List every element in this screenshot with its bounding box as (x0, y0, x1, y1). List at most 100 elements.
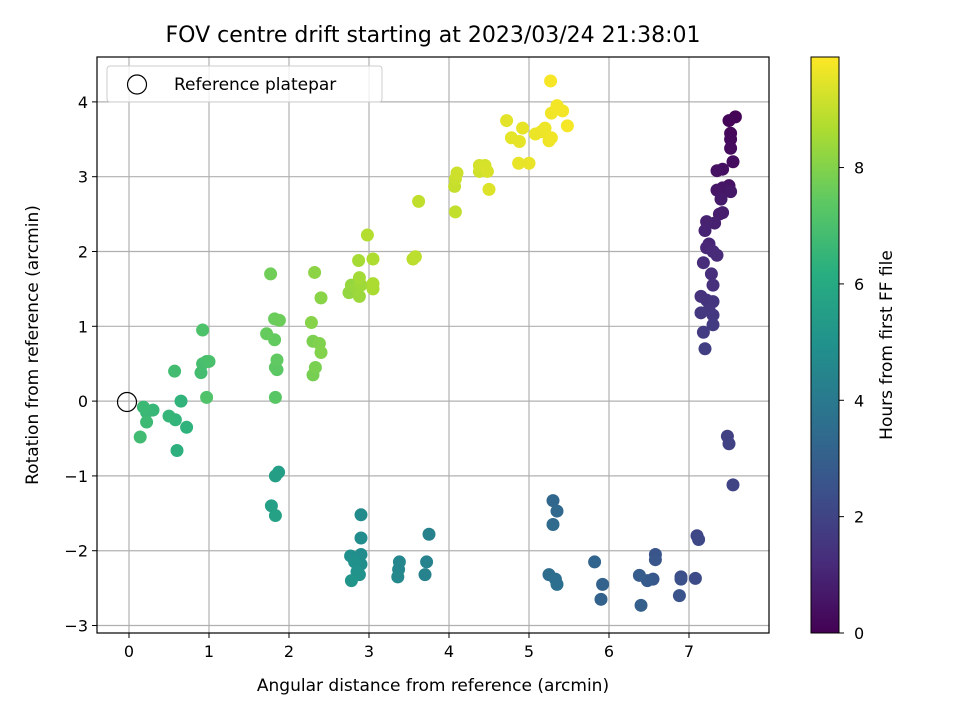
data-point (648, 553, 662, 567)
data-point (722, 437, 736, 451)
data-point (710, 164, 724, 178)
data-point (546, 518, 560, 532)
data-point (412, 194, 426, 208)
colorbar: 0 2 4 6 8 Hours from first FF file (810, 56, 897, 643)
data-point (314, 291, 328, 305)
data-points (133, 74, 742, 612)
colorbar-tick-label: 4 (854, 391, 864, 410)
data-point (196, 323, 210, 337)
data-point (391, 570, 405, 584)
legend: Reference platepar (106, 65, 383, 103)
data-point (352, 289, 366, 303)
data-point (674, 572, 688, 586)
data-point (136, 400, 150, 414)
data-point (722, 114, 736, 128)
data-point (308, 360, 322, 374)
plot-frame (96, 56, 770, 634)
data-point (544, 131, 558, 145)
y-tick-label: 4 (78, 93, 88, 112)
data-point (348, 555, 362, 569)
data-point (724, 132, 738, 146)
x-tick-label: 3 (364, 642, 374, 661)
data-point (418, 568, 432, 582)
data-point (596, 577, 610, 591)
data-point (706, 278, 720, 292)
y-tick-label: −3 (64, 617, 88, 636)
data-point (724, 185, 738, 199)
data-point (544, 74, 558, 88)
legend-marker-icon (126, 74, 148, 95)
y-axis-label: Rotation from reference (arcmin) (23, 205, 43, 485)
data-point (264, 267, 278, 281)
data-point (268, 390, 282, 404)
data-point (560, 119, 574, 133)
data-point (448, 205, 462, 219)
x-axis-label: Angular distance from reference (arcmin) (257, 676, 609, 696)
data-point (714, 192, 728, 206)
data-point (344, 574, 358, 588)
data-point (422, 527, 436, 541)
data-point (546, 494, 560, 508)
data-point (512, 156, 526, 170)
data-point (692, 532, 706, 546)
legend-box (106, 65, 383, 103)
data-point (140, 415, 154, 429)
data-point (260, 327, 274, 341)
data-point (264, 499, 278, 513)
colorbar-label: Hours from first FF file (877, 250, 897, 440)
data-point (588, 555, 602, 569)
data-point (366, 252, 380, 266)
data-point (522, 156, 536, 170)
colorbar-ticks: 0 2 4 6 8 (839, 159, 864, 643)
data-point (688, 571, 702, 585)
data-point (726, 478, 740, 492)
data-point (170, 443, 184, 457)
data-point (512, 135, 526, 149)
data-point (704, 267, 718, 281)
data-point (672, 589, 686, 603)
data-point (550, 504, 564, 518)
data-point (516, 121, 530, 135)
data-point (304, 316, 318, 330)
data-point (710, 248, 724, 262)
data-point (408, 250, 422, 264)
x-axis-ticks: 0 1 2 3 4 5 6 7 (124, 633, 694, 661)
colorbar-tick-label: 0 (854, 624, 864, 643)
x-tick-label: 1 (204, 642, 214, 661)
y-tick-label: 3 (78, 168, 88, 187)
data-point (268, 509, 282, 523)
y-axis-ticks: −3 −2 −1 0 1 2 3 4 (64, 93, 97, 636)
reference-platepar-marker (116, 391, 138, 413)
x-tick-label: 7 (684, 642, 694, 661)
y-tick-label: 2 (78, 242, 88, 261)
data-point (632, 568, 646, 582)
x-tick-label: 0 (124, 642, 134, 661)
data-point (202, 354, 216, 368)
data-point (480, 164, 494, 178)
data-point (696, 256, 710, 270)
data-point (726, 155, 740, 169)
y-tick-label: −2 (64, 542, 88, 561)
data-point (354, 508, 368, 522)
data-point (168, 364, 182, 378)
data-point (270, 353, 284, 367)
data-point (314, 345, 328, 359)
colorbar-tick-label: 6 (854, 275, 864, 294)
data-point (174, 394, 188, 408)
data-point (354, 531, 368, 545)
data-point (133, 430, 147, 444)
data-point (450, 166, 464, 180)
colorbar-tick-label: 2 (854, 508, 864, 527)
y-tick-label: −1 (64, 467, 88, 486)
data-point (180, 420, 194, 434)
x-tick-label: 4 (444, 642, 454, 661)
data-point (272, 313, 286, 327)
y-tick-label: 0 (78, 392, 88, 411)
data-point (634, 598, 648, 612)
chart-title: FOV centre drift starting at 2023/03/24 … (166, 23, 701, 48)
data-point (550, 577, 564, 591)
data-point (500, 114, 514, 128)
data-point (352, 253, 366, 267)
data-point (200, 390, 214, 404)
data-point (556, 104, 570, 118)
